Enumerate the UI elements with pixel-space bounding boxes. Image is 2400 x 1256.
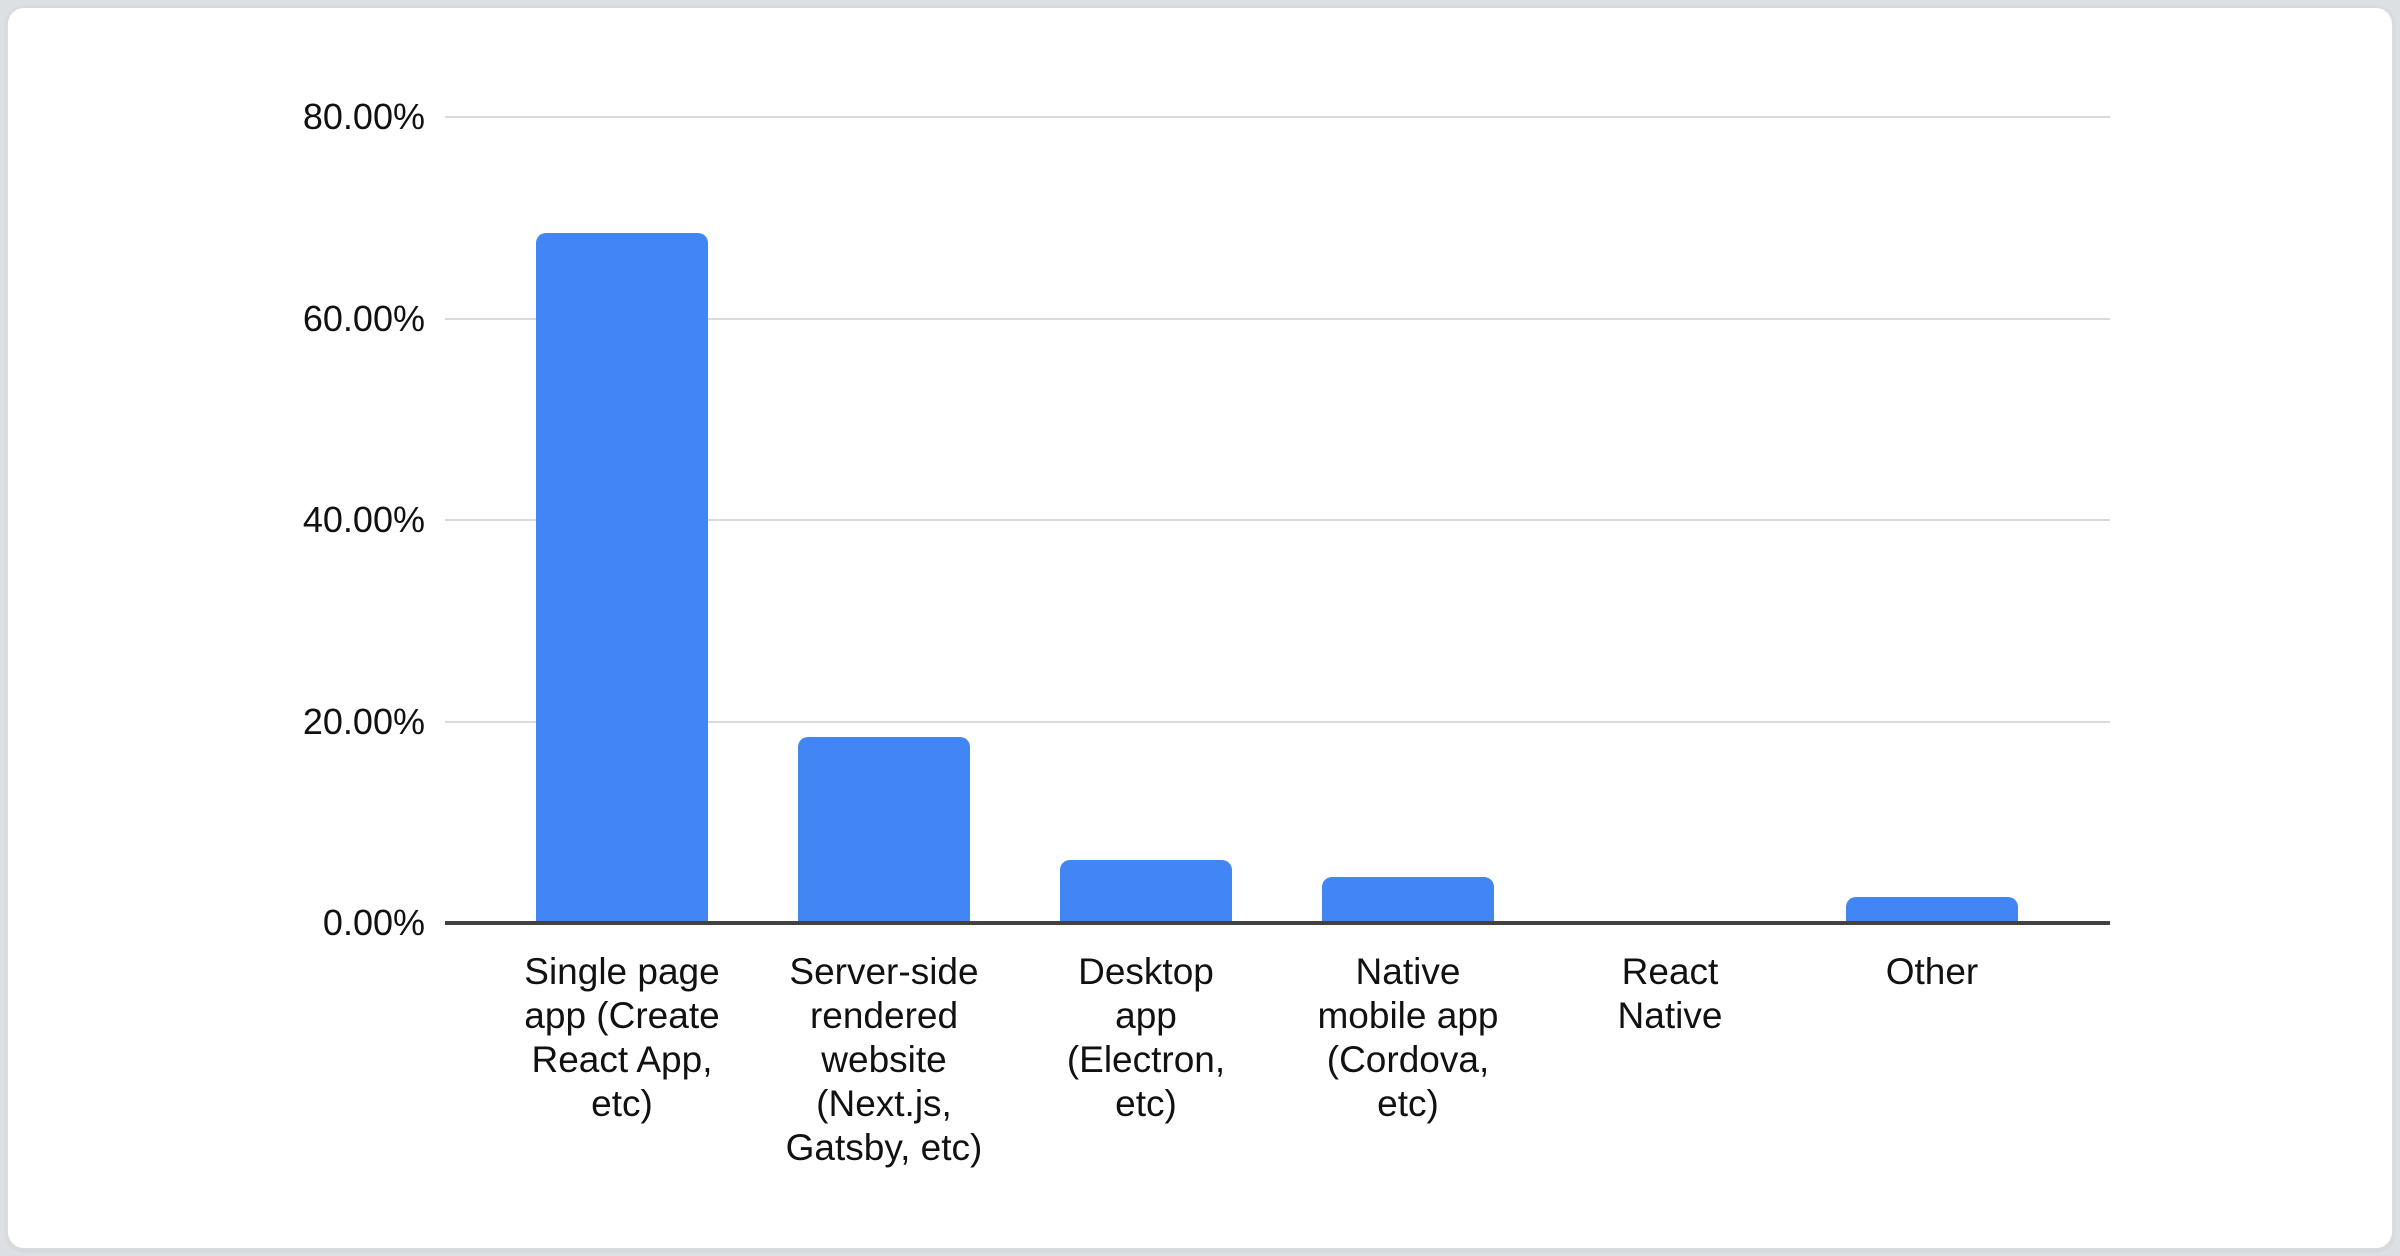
gridline	[445, 116, 2110, 118]
gridline	[445, 317, 2110, 320]
bar-2	[798, 737, 970, 923]
y-axis-tick-label: 80.00%	[302, 96, 425, 137]
bar-4	[1322, 877, 1494, 923]
x-axis-category-label: Server-side rendered website (Next.js, Gatsb…	[785, 951, 983, 1168]
y-axis-tick-label: 40.00%	[302, 499, 425, 540]
x-axis-line	[445, 921, 2110, 925]
gridline	[445, 519, 2110, 521]
y-axis-tick-label: 60.00%	[302, 297, 425, 339]
y-axis-tick-label: 0.00%	[322, 902, 425, 943]
x-axis-category-label: Other	[1885, 951, 1979, 992]
bar-3	[1060, 860, 1232, 923]
gridline	[445, 720, 2110, 723]
x-axis-category-label: Native mobile app (Cordova, etc)	[1317, 951, 1499, 1124]
bar-6	[1846, 897, 2018, 923]
x-axis-category-label: React Native	[1617, 951, 1723, 1036]
y-axis-tick-label: 20.00%	[302, 700, 425, 742]
chart-card	[6, 6, 2394, 1250]
x-axis-category-label: Single page app (Create React App, etc)	[524, 951, 720, 1124]
x-axis-category-label: Desktop app (Electron, etc)	[1066, 951, 1226, 1124]
bar-1	[536, 233, 708, 923]
